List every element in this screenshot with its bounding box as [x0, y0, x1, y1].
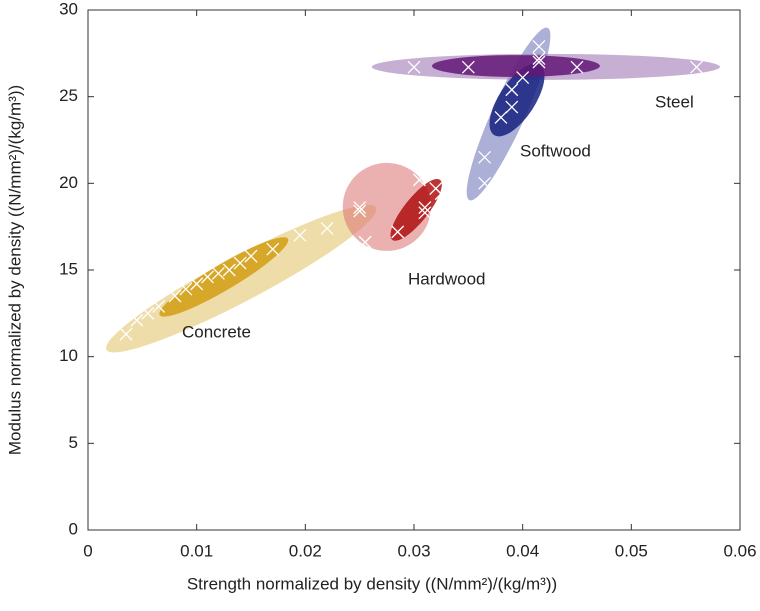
data-point: [418, 206, 432, 220]
data-point: [478, 176, 492, 190]
data-point: [412, 173, 426, 187]
data-point: [418, 201, 432, 215]
data-point: [532, 52, 546, 65]
inner-ellipse: [159, 237, 289, 317]
y-tick-label: 15: [59, 259, 78, 278]
data-point: [505, 100, 519, 114]
y-tick-label: 30: [59, 0, 78, 18]
data-point: [532, 55, 546, 69]
data-point: [190, 277, 204, 291]
y-axis-label: Modulus normalized by density ((N/mm²)/(…: [5, 85, 24, 455]
data-point: [119, 327, 133, 341]
data-point: [141, 306, 155, 320]
data-point: [244, 249, 258, 263]
data-point: [434, 187, 448, 201]
data-point: [201, 270, 214, 284]
series-label: Softwood: [520, 141, 591, 160]
data-point: [532, 39, 546, 53]
data-point: [570, 60, 584, 74]
data-point: [478, 150, 492, 164]
x-axis-label: Strength normalized by density ((N/mm²)/…: [187, 574, 557, 593]
data-point: [211, 267, 225, 280]
y-tick-label: 5: [69, 433, 78, 452]
x-tick-label: 0: [83, 541, 92, 560]
inner-ellipse: [390, 178, 442, 241]
data-point: [690, 60, 703, 74]
data-point: [353, 201, 367, 215]
data-point: [233, 256, 247, 270]
y-tick-label: 25: [59, 86, 78, 105]
series-label: Concrete: [182, 322, 251, 341]
data-point: [130, 313, 144, 327]
series-label: Steel: [655, 92, 694, 111]
x-tick-label: 0.04: [506, 541, 539, 560]
data-point: [152, 299, 166, 313]
x-tick-label: 0.05: [615, 541, 648, 560]
inner-ellipse: [489, 63, 545, 137]
y-tick-label: 10: [59, 346, 78, 365]
data-point: [320, 221, 334, 235]
data-point: [358, 235, 372, 249]
data-point: [461, 60, 475, 74]
x-tick-label: 0.02: [289, 541, 322, 560]
data-point: [494, 111, 508, 124]
y-tick-label: 0: [69, 519, 78, 538]
data-point: [353, 204, 367, 218]
data-point: [293, 228, 307, 242]
data-point: [505, 83, 519, 97]
series-label: Hardwood: [408, 269, 486, 288]
data-point: [266, 242, 280, 256]
y-tick-label: 20: [59, 173, 78, 192]
data-point: [407, 60, 421, 74]
data-point: [222, 263, 236, 277]
x-tick-label: 0.01: [180, 541, 213, 560]
data-point: [168, 289, 182, 303]
data-point: [179, 282, 193, 296]
data-point: [516, 71, 530, 85]
x-tick-label: 0.06: [723, 541, 756, 560]
data-point: [391, 225, 405, 239]
inner-ellipse: [431, 55, 600, 77]
x-tick-label: 0.03: [397, 541, 430, 560]
